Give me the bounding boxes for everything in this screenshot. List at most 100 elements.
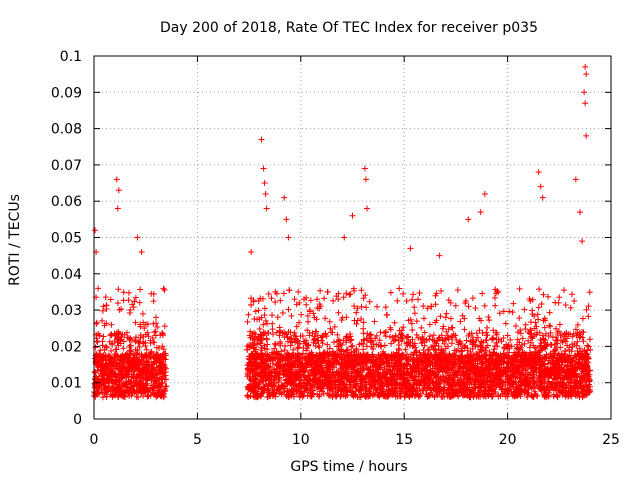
- roti-sample-marker: [136, 343, 143, 350]
- roti-sample-marker: [510, 300, 517, 307]
- roti-sample-marker: [161, 361, 168, 368]
- roti-sample-marker: [461, 326, 468, 333]
- roti-sample-marker: [269, 326, 276, 333]
- roti-sample-marker: [328, 329, 335, 336]
- roti-sample-marker: [448, 340, 455, 347]
- roti-sample-marker: [133, 359, 140, 366]
- roti-sample-marker: [322, 315, 329, 322]
- roti-sample-marker: [126, 357, 133, 364]
- roti-sample-marker: [159, 330, 166, 337]
- roti-sample-marker: [143, 358, 150, 365]
- roti-sample-marker: [101, 364, 108, 371]
- roti-sample-marker: [132, 319, 139, 326]
- roti-sample-marker: [396, 285, 403, 292]
- roti-sample-marker: [415, 296, 422, 303]
- roti-sample-marker: [534, 311, 541, 318]
- roti-sample-marker: [138, 383, 145, 390]
- roti-sample-marker: [324, 288, 331, 295]
- roti-sample-marker: [153, 344, 160, 351]
- roti-sample-marker: [326, 318, 333, 325]
- roti-sample-marker: [586, 336, 593, 343]
- roti-sample-marker: [100, 379, 107, 386]
- roti-sample-marker: [95, 373, 102, 380]
- roti-sample-marker: [469, 295, 476, 302]
- roti-sample-marker: [92, 344, 99, 351]
- roti-sample-marker: [125, 289, 132, 296]
- roti-sample-marker: [159, 343, 166, 350]
- roti-sample-marker: [448, 333, 455, 340]
- roti-sample-marker: [556, 294, 563, 301]
- roti-sample-marker: [119, 374, 126, 381]
- roti-sample-marker: [103, 344, 110, 351]
- roti-sample-marker: [244, 318, 251, 325]
- roti-sample-marker: [271, 345, 278, 352]
- roti-sample-marker: [280, 290, 287, 297]
- roti-sample-marker: [282, 343, 289, 350]
- roti-sample-marker: [416, 290, 423, 297]
- roti-sample-marker: [486, 317, 493, 324]
- roti-sample-marker: [137, 321, 144, 328]
- roti-sample-marker: [125, 297, 132, 304]
- roti-sample-marker: [377, 329, 384, 336]
- roti-sample-marker: [145, 369, 152, 376]
- roti-sample-marker: [141, 325, 148, 332]
- roti-sample-marker: [151, 385, 158, 392]
- roti-sample-marker: [106, 338, 113, 345]
- roti-sample-marker: [306, 307, 313, 314]
- roti-sample-marker: [140, 392, 147, 399]
- roti-sample-marker: [547, 323, 554, 330]
- roti-sample-marker: [103, 343, 110, 350]
- roti-sample-marker: [135, 394, 142, 401]
- roti-sample-marker: [512, 323, 519, 330]
- roti-sample-marker: [291, 296, 298, 303]
- roti-sample-marker: [269, 320, 276, 327]
- roti-sample-marker: [571, 298, 578, 305]
- roti-sample-marker: [156, 369, 163, 376]
- roti-sample-marker: [371, 318, 378, 325]
- roti-sample-marker: [97, 347, 104, 354]
- roti-sample-marker: [148, 348, 155, 355]
- roti-sample-marker: [133, 388, 140, 395]
- roti-sample-marker: [358, 303, 365, 310]
- roti-sample-marker: [252, 308, 259, 315]
- roti-sample-marker: [244, 392, 251, 399]
- roti-sample-marker: [562, 302, 569, 309]
- roti-sample-marker: [163, 383, 170, 390]
- roti-sample-marker: [307, 297, 314, 304]
- roti-sample-marker: [114, 300, 121, 307]
- roti-sample-marker: [136, 365, 143, 372]
- roti-sample-marker: [296, 299, 303, 306]
- roti-sample-marker: [157, 392, 164, 399]
- roti-sample-marker: [256, 326, 263, 333]
- roti-sample-marker: [465, 303, 472, 310]
- roti-sample-marker: [135, 380, 142, 387]
- roti-sample-marker: [360, 330, 367, 337]
- roti-sample-marker: [153, 378, 160, 385]
- roti-sample-marker: [269, 331, 276, 338]
- roti-sample-marker: [136, 370, 143, 377]
- roti-sample-marker: [138, 356, 145, 363]
- roti-sample-marker: [343, 290, 350, 297]
- roti-sample-marker: [529, 307, 536, 314]
- roti-sample-marker: [129, 301, 136, 308]
- roti-sample-marker: [540, 291, 547, 298]
- roti-sample-marker: [117, 368, 124, 375]
- roti-sample-marker: [519, 335, 526, 342]
- roti-sample-marker: [93, 335, 100, 342]
- roti-sample-marker: [94, 391, 101, 398]
- roti-sample-marker: [391, 319, 398, 326]
- roti-sample-marker: [532, 319, 539, 326]
- roti-sample-marker: [303, 301, 310, 308]
- roti-sample-marker: [452, 302, 459, 309]
- roti-sample-marker: [491, 294, 498, 301]
- roti-sample-marker: [101, 385, 108, 392]
- roti-sample-marker: [585, 313, 592, 320]
- roti-sample-marker: [418, 324, 425, 331]
- roti-sample-marker: [123, 351, 130, 358]
- roti-sample-marker: [481, 302, 488, 309]
- roti-sample-marker: [586, 289, 593, 296]
- roti-sample-marker: [132, 337, 139, 344]
- roti-sample-marker: [150, 290, 157, 297]
- roti-sample-marker: [120, 357, 127, 364]
- roti-sample-marker: [415, 334, 422, 341]
